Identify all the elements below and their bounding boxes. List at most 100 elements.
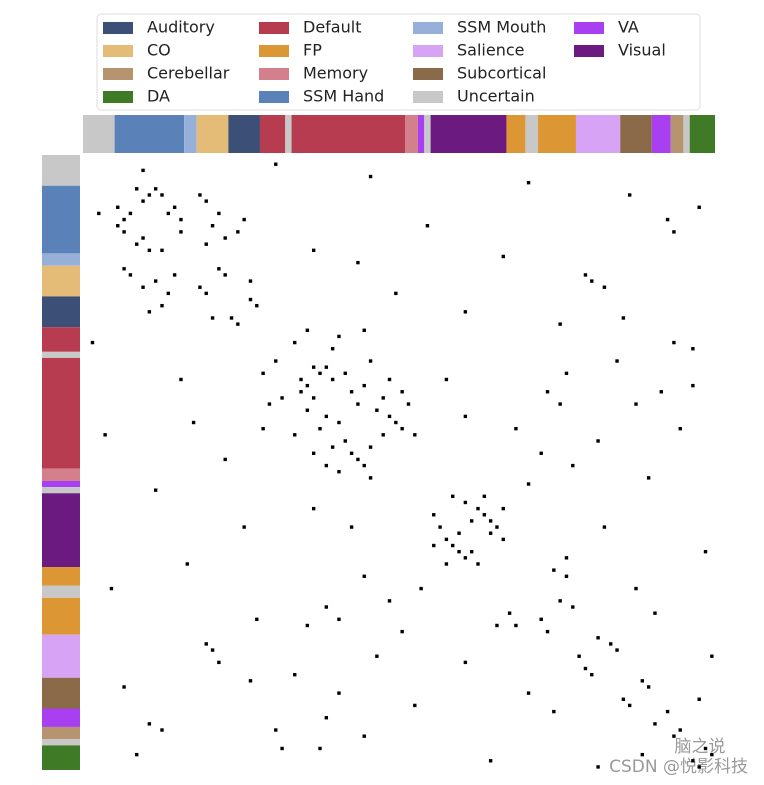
legend-swatch — [103, 68, 133, 80]
edge-cell — [627, 703, 632, 708]
edge-cell — [558, 599, 562, 603]
edge-cell — [545, 629, 550, 634]
network-bar-top — [405, 115, 418, 153]
edge-cell — [564, 371, 569, 376]
edge-cell — [337, 470, 341, 474]
edge-cell — [387, 599, 392, 603]
legend-swatch — [574, 45, 604, 57]
edge-cell — [413, 433, 417, 437]
edge-cell — [109, 586, 114, 591]
edge-cell — [602, 525, 607, 529]
edge-cell — [141, 236, 145, 240]
legend-swatch — [413, 45, 443, 57]
edge-cell — [311, 365, 316, 369]
edge-cell — [311, 451, 316, 455]
edge-cell — [330, 377, 335, 382]
network-bar-top — [506, 115, 526, 153]
legend-box — [96, 13, 701, 111]
edge-cell — [583, 666, 588, 671]
edge-cell — [198, 193, 202, 197]
edge-cell — [488, 519, 493, 523]
edge-cell — [362, 383, 366, 388]
network-bar-left — [42, 185, 80, 254]
edge-cell — [318, 426, 322, 431]
edge-cell — [267, 402, 272, 406]
edge-cell — [501, 254, 505, 259]
edge-cell — [634, 586, 638, 591]
edge-cell — [153, 279, 158, 283]
edge-cell — [242, 217, 246, 222]
edge-cell — [590, 279, 594, 283]
edge-cell — [697, 697, 701, 701]
edge-cell — [432, 513, 436, 517]
edge-cell — [621, 316, 626, 320]
edge-cell — [419, 586, 423, 591]
edge-cell — [204, 242, 208, 246]
edge-cell — [172, 205, 177, 209]
legend-swatch — [259, 68, 289, 80]
edge-cell — [482, 513, 487, 517]
edge-cell — [400, 390, 404, 394]
edge-cell — [697, 205, 701, 209]
edge-cell — [293, 340, 297, 345]
edge-cell — [318, 746, 322, 751]
legend-label: Default — [303, 18, 361, 37]
edge-cell — [653, 722, 657, 726]
edge-cell — [672, 230, 676, 234]
edge-cell — [337, 691, 341, 695]
edge-cell — [191, 420, 196, 425]
edge-cell — [356, 260, 360, 265]
edge-cell — [514, 426, 518, 431]
network-bar-left — [42, 296, 80, 328]
network-bar-top — [430, 115, 507, 153]
legend-swatch — [259, 45, 289, 57]
legend-label: SSM Hand — [303, 87, 384, 106]
edge-cell — [362, 574, 366, 578]
edge-cell — [311, 506, 316, 511]
edge-cell — [571, 463, 575, 468]
legend-swatch — [103, 91, 133, 103]
network-bar-top — [670, 115, 684, 153]
legend-label: Auditory — [147, 18, 215, 37]
edge-cell — [122, 267, 126, 271]
edge-cell — [507, 611, 512, 615]
edge-cell — [596, 765, 600, 769]
edge-cell — [691, 347, 695, 351]
edge-cell — [223, 457, 227, 462]
edge-cell — [526, 482, 531, 486]
legend-swatch — [259, 91, 289, 103]
edge-cell — [457, 531, 461, 535]
edge-cell — [387, 414, 392, 419]
network-bar-left — [42, 265, 80, 297]
edge-cell — [469, 549, 474, 554]
network-bar-left — [42, 155, 80, 186]
edge-cell — [349, 451, 354, 455]
edge-cell — [501, 506, 505, 511]
edge-cell — [362, 463, 366, 468]
edge-cell — [577, 654, 581, 658]
edge-cell — [444, 562, 449, 566]
edge-cell — [564, 574, 569, 578]
edge-cell — [305, 623, 310, 628]
edge-cell — [444, 377, 449, 382]
network-bar-left — [42, 726, 80, 740]
edge-cell — [571, 605, 575, 609]
legend-label: Memory — [303, 64, 368, 83]
network-bar-top — [196, 115, 229, 153]
edge-cell — [141, 168, 145, 173]
edge-cell — [602, 285, 607, 289]
edge-cell — [147, 722, 152, 726]
edge-cell — [160, 193, 164, 197]
edge-cell — [659, 390, 663, 394]
edge-cell — [539, 617, 543, 622]
edge-cell — [122, 230, 126, 234]
edge-cell — [514, 623, 518, 628]
edge-cell — [615, 648, 619, 652]
network-bar-left — [42, 634, 80, 678]
edge-cell — [349, 525, 354, 529]
edge-cell — [153, 187, 158, 191]
edge-cell — [116, 205, 120, 209]
edge-cell — [678, 728, 682, 732]
legend-swatch — [413, 22, 443, 34]
legend-label: Visual — [618, 41, 666, 60]
